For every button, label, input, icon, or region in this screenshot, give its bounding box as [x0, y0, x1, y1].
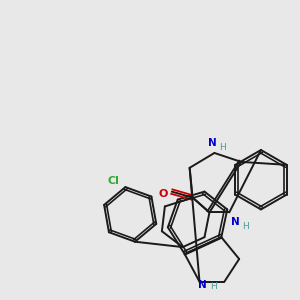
- Text: N: N: [208, 138, 217, 148]
- Text: N: N: [198, 280, 207, 290]
- Text: H: H: [210, 282, 217, 291]
- Text: N: N: [231, 217, 240, 227]
- Text: H: H: [219, 142, 226, 152]
- Text: H: H: [242, 222, 248, 231]
- Text: Cl: Cl: [107, 176, 119, 186]
- Text: O: O: [158, 189, 168, 199]
